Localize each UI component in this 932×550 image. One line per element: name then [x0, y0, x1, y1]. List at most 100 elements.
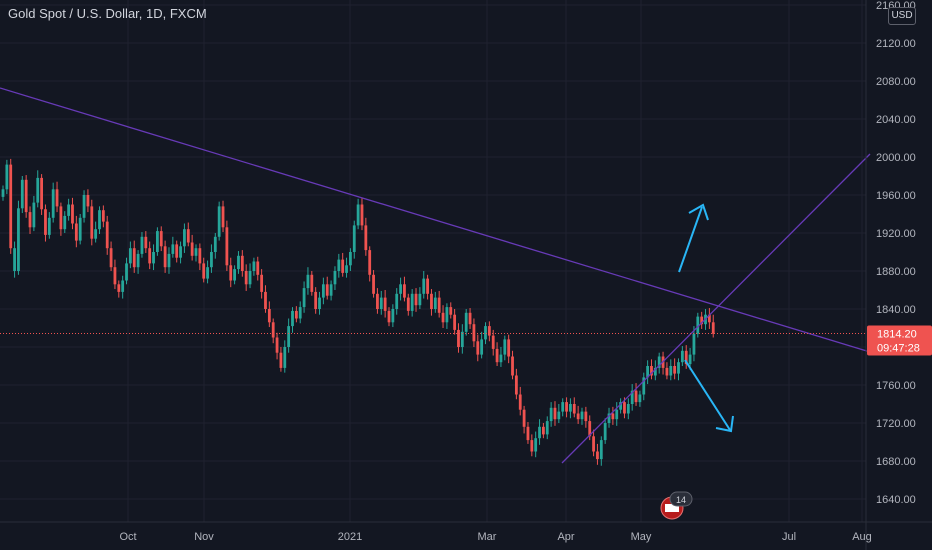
candle-body	[248, 271, 252, 285]
y-tick-label: 1680.00	[876, 456, 916, 468]
candle-body	[67, 204, 71, 216]
candle-body	[5, 164, 9, 190]
candle-body	[368, 250, 372, 275]
candle-body	[684, 350, 688, 365]
resistance-trendline[interactable]	[0, 87, 871, 353]
candle-body	[264, 291, 267, 309]
candle-body	[457, 329, 460, 347]
candle-body	[387, 310, 391, 323]
currency-button[interactable]: USD	[888, 7, 916, 25]
y-tick-label: 2120.00	[876, 38, 916, 50]
candle-body	[202, 263, 206, 279]
down-arrow-head[interactable]	[715, 415, 734, 433]
candle-body	[406, 297, 410, 311]
candle-body	[275, 337, 279, 353]
candle-body	[538, 426, 541, 439]
candle-body	[163, 246, 167, 268]
candle-body	[503, 339, 507, 355]
candle-body	[132, 248, 136, 268]
candle-body	[233, 269, 236, 281]
candle-body	[487, 326, 491, 336]
candle-body	[653, 367, 657, 376]
candle-body	[468, 312, 472, 325]
candle-body	[213, 236, 217, 252]
candle-body	[287, 326, 291, 347]
x-tick-label: Mar	[478, 531, 497, 543]
candle-body	[700, 316, 704, 325]
candle-body	[105, 221, 109, 249]
candle-body	[426, 278, 429, 294]
up-arrow-head[interactable]	[688, 203, 709, 221]
candle-body	[244, 271, 248, 285]
candle-body	[152, 252, 155, 264]
candle-body	[186, 229, 190, 243]
candle-body	[63, 215, 67, 230]
candle-body	[511, 356, 514, 376]
candle-body	[325, 284, 329, 296]
candle-body	[210, 252, 213, 268]
candle-body	[688, 354, 692, 365]
candle-body	[55, 189, 59, 207]
candle-body	[607, 413, 611, 423]
candle-body	[403, 284, 406, 298]
candle-body	[445, 307, 449, 323]
candle-body	[291, 310, 294, 327]
candle-body	[113, 267, 117, 285]
candle-body	[576, 413, 580, 420]
candle-body	[553, 407, 557, 420]
time-axis[interactable]: Oct Nov 2021 Mar Apr May Jul Aug	[0, 521, 932, 543]
candle-body	[692, 333, 696, 355]
event-count-label: 14	[676, 495, 686, 505]
candle-body	[372, 274, 375, 294]
candle-body	[360, 204, 364, 226]
down-arrow-shaft[interactable]	[684, 359, 731, 431]
candle-body	[480, 339, 484, 355]
candle-body	[657, 356, 661, 368]
candle-body	[302, 288, 306, 308]
candle-body	[630, 390, 634, 404]
candle-body	[634, 390, 638, 403]
candle-body	[310, 274, 314, 292]
candle-body	[283, 347, 287, 368]
candle-body	[156, 231, 159, 252]
candle-body	[252, 261, 256, 271]
candle-body	[665, 367, 669, 376]
candle-body	[86, 195, 90, 207]
candle-body	[341, 259, 345, 273]
up-arrow-shaft[interactable]	[678, 206, 703, 273]
candle-body	[491, 335, 495, 349]
x-tick-label: 2021	[338, 531, 362, 543]
price-axis[interactable]: 1640.001680.001720.001760.001800.001840.…	[865, 0, 916, 550]
candle-body	[9, 164, 13, 249]
candle-body	[198, 248, 202, 264]
candle-body	[588, 421, 592, 437]
candle-body	[584, 411, 588, 422]
candle-body	[279, 352, 283, 368]
drawings[interactable]	[0, 87, 871, 464]
candle-body	[90, 206, 94, 239]
candle-body	[430, 293, 433, 309]
candle-body	[418, 293, 422, 306]
candle-body	[569, 404, 572, 412]
candle-body	[696, 316, 700, 334]
x-tick-label: Nov	[194, 531, 214, 543]
candle-body	[13, 248, 16, 271]
y-tick-label: 1640.00	[876, 494, 916, 506]
candle-body	[379, 297, 383, 309]
candle-body	[580, 411, 584, 420]
support-trendline[interactable]	[561, 153, 871, 464]
candle-body	[495, 348, 499, 363]
flag-stripes	[665, 504, 679, 512]
candle-body	[383, 297, 387, 311]
grid	[0, 0, 866, 522]
economic-event-badge[interactable]: 14	[660, 491, 693, 520]
candle-body	[171, 244, 175, 254]
candle-body	[24, 179, 28, 213]
candle-body	[36, 177, 40, 203]
candle-body	[356, 204, 360, 226]
candle-body	[329, 284, 333, 296]
candle-body	[534, 438, 538, 452]
candle-body	[707, 314, 711, 323]
price-labels: 1814.20 09:47:28 14	[660, 325, 932, 520]
